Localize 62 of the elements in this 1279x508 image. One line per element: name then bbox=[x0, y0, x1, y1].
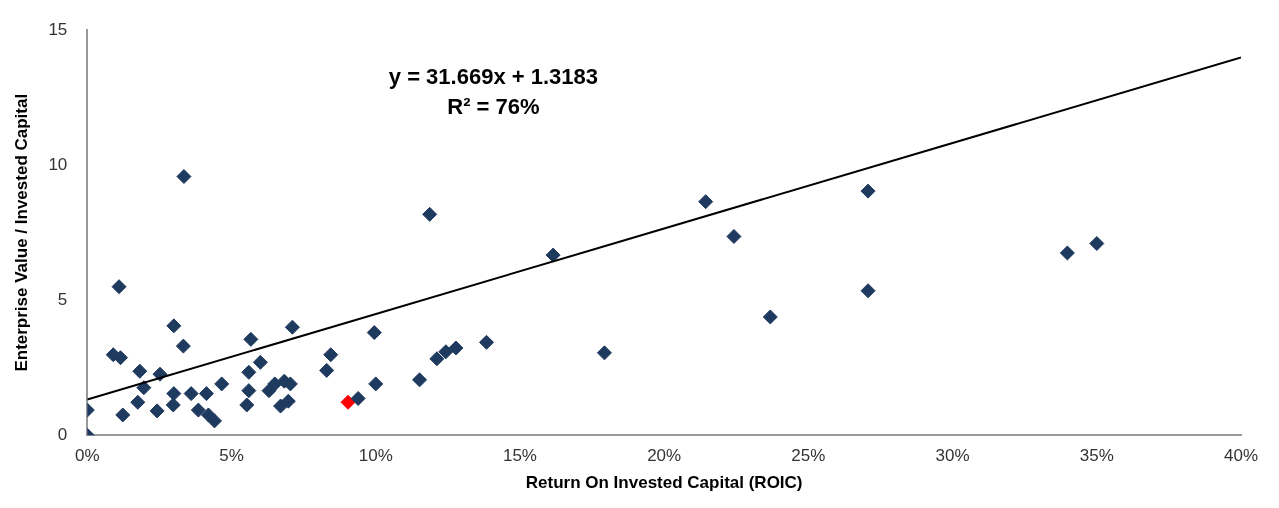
x-tick-label: 5% bbox=[219, 446, 244, 466]
point bbox=[366, 325, 382, 341]
point bbox=[412, 372, 428, 388]
y-tick-label: 0 bbox=[57, 424, 68, 444]
point bbox=[323, 347, 339, 363]
point bbox=[166, 386, 182, 402]
point bbox=[165, 397, 181, 413]
point bbox=[111, 279, 127, 295]
point bbox=[422, 206, 438, 222]
point bbox=[368, 376, 384, 392]
point bbox=[448, 340, 464, 356]
point bbox=[762, 309, 778, 325]
point bbox=[198, 386, 214, 402]
point bbox=[239, 397, 255, 413]
point bbox=[284, 319, 300, 335]
point bbox=[319, 362, 335, 378]
point bbox=[166, 318, 182, 334]
x-tick-label: 30% bbox=[935, 446, 970, 466]
x-tick-label: 10% bbox=[358, 446, 393, 466]
y-tick-label: 15 bbox=[48, 19, 68, 39]
point bbox=[340, 394, 356, 410]
point bbox=[438, 344, 454, 360]
point bbox=[860, 283, 876, 299]
point bbox=[478, 334, 494, 350]
point bbox=[429, 351, 445, 367]
y-axis-title: Enterprise Value / Invested Capital bbox=[11, 93, 31, 372]
point bbox=[596, 345, 612, 361]
x-axis-title: Return On Invested Capital (ROIC) bbox=[525, 473, 803, 493]
point bbox=[280, 393, 296, 409]
point bbox=[241, 383, 257, 399]
point bbox=[545, 247, 561, 263]
point bbox=[115, 407, 131, 423]
point bbox=[241, 364, 257, 380]
point bbox=[252, 354, 268, 370]
y-tick-label: 10 bbox=[48, 154, 68, 174]
point bbox=[214, 376, 230, 392]
x-tick-label: 40% bbox=[1223, 446, 1259, 466]
x-tick-label: 15% bbox=[502, 446, 537, 466]
annotation: y = 31.669x + 1.3183 bbox=[388, 64, 599, 90]
point bbox=[132, 363, 148, 379]
point bbox=[136, 380, 152, 396]
point bbox=[698, 194, 714, 210]
point bbox=[350, 390, 366, 406]
point bbox=[860, 183, 876, 199]
point bbox=[175, 338, 191, 354]
point bbox=[1089, 236, 1105, 251]
point bbox=[149, 403, 165, 419]
y-tick-label: 5 bbox=[57, 289, 68, 309]
x-tick-label: 25% bbox=[791, 446, 826, 466]
point bbox=[726, 228, 742, 244]
point bbox=[243, 331, 259, 347]
point bbox=[207, 413, 222, 429]
point bbox=[267, 376, 283, 392]
annotation: R² = 76% bbox=[447, 94, 540, 120]
x-tick-label: 0% bbox=[75, 446, 100, 466]
x-tick-label: 35% bbox=[1079, 446, 1114, 466]
point bbox=[183, 386, 199, 402]
point bbox=[1059, 245, 1075, 261]
point bbox=[176, 169, 192, 185]
x-tick-label: 20% bbox=[647, 446, 682, 466]
point bbox=[190, 402, 206, 418]
point bbox=[130, 394, 146, 410]
